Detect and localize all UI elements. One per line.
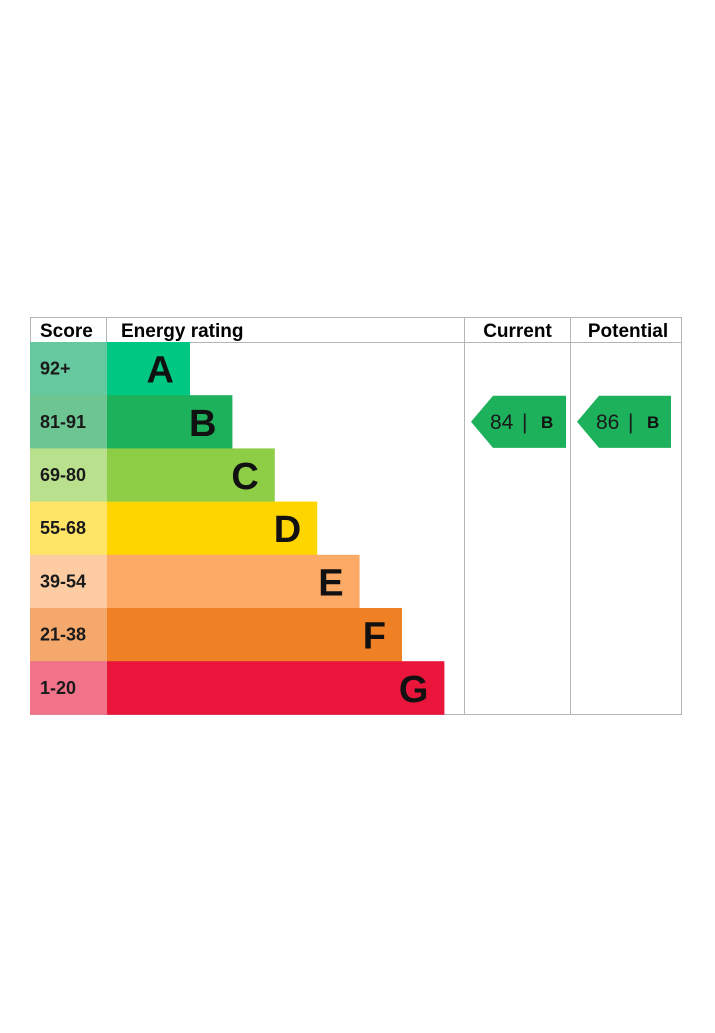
band-bar-g <box>107 661 445 715</box>
score-label-f: 21-38 <box>40 625 86 645</box>
band-letter-a: A <box>147 350 174 392</box>
band-bar-c <box>107 448 275 502</box>
band-letter-d: D <box>274 509 301 551</box>
score-label-b: 81-91 <box>40 412 86 432</box>
current-rating-arrow-shape <box>471 395 566 448</box>
score-label-g: 1-20 <box>40 678 76 698</box>
current-header: Current <box>483 321 552 342</box>
energy-rating-header: Energy rating <box>121 321 243 342</box>
band-letter-e: E <box>318 562 343 604</box>
band-bar-a <box>107 342 190 396</box>
current-rating-arrow: 84 | B <box>471 395 566 448</box>
score-label-d: 55-68 <box>40 518 86 538</box>
potential-rating-separator: | <box>628 411 633 434</box>
rating-bands: 92+ A 81-91 B 69-80 C 55-68 D 39-54 E 21-38 F 1-20 G <box>30 342 445 715</box>
potential-rating-arrow-shape <box>577 395 671 448</box>
current-rating-value: 84 <box>490 411 514 434</box>
score-header: Score <box>40 321 93 342</box>
score-cell-f <box>30 608 107 662</box>
band-bar-f <box>107 608 402 662</box>
current-rating-separator: | <box>522 411 527 434</box>
score-cell-e <box>30 554 107 609</box>
score-cell-a <box>30 342 107 396</box>
potential-rating-letter: B <box>647 413 659 432</box>
current-rating-letter: B <box>541 413 553 432</box>
band-bar-e <box>107 554 360 609</box>
band-bar-b <box>107 395 233 449</box>
score-label-e: 39-54 <box>40 571 86 591</box>
score-cell-g <box>30 661 107 715</box>
potential-header: Potential <box>588 321 668 342</box>
potential-rating-arrow: 86 | B <box>577 395 671 448</box>
band-letter-f: F <box>363 616 386 658</box>
score-label-a: 92+ <box>40 359 71 379</box>
score-cell-c <box>30 448 107 502</box>
score-cell-b <box>30 395 107 449</box>
score-label-c: 69-80 <box>40 465 86 485</box>
band-bar-d <box>107 501 318 556</box>
band-letter-c: C <box>231 456 258 498</box>
band-letter-b: B <box>189 403 216 445</box>
rating-indicators: 84 | B 86 | B <box>471 395 671 448</box>
potential-rating-value: 86 <box>596 411 619 434</box>
band-letter-g: G <box>399 669 429 711</box>
score-cell-d <box>30 501 107 556</box>
